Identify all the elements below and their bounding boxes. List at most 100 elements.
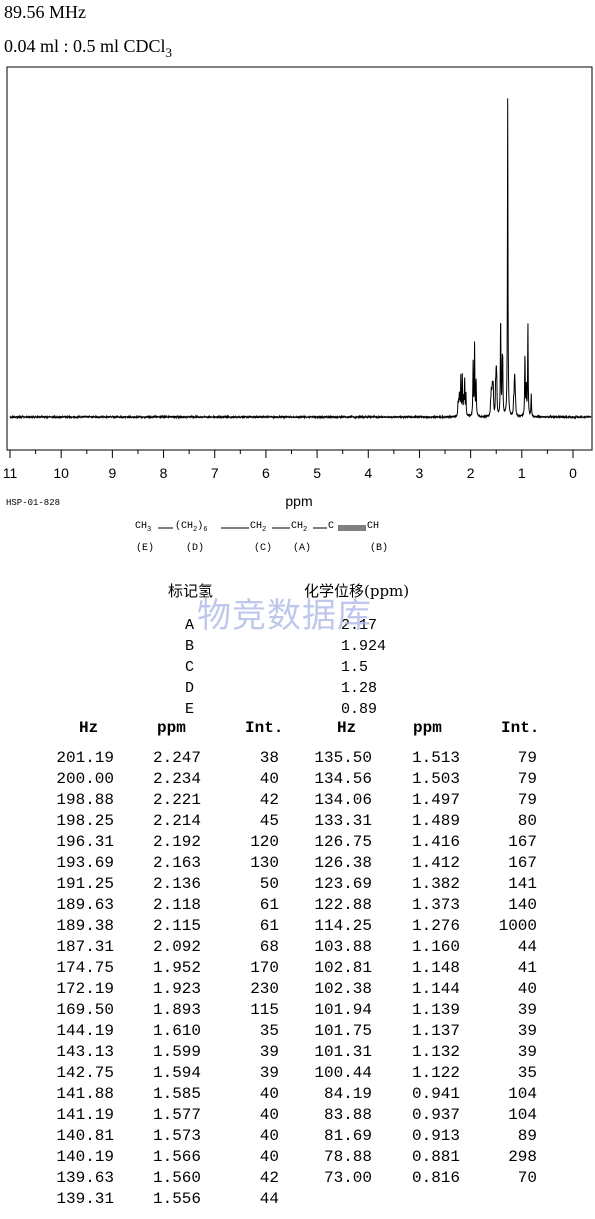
label-a: (A) <box>293 543 312 554</box>
peak-hz-cell: 103.88 <box>314 938 372 956</box>
peak-hz-cell: 101.31 <box>314 1043 372 1061</box>
x-tick-label-3: 3 <box>416 465 424 481</box>
peak-int-cell: 167 <box>508 854 537 872</box>
peak-hz-cell: 139.63 <box>56 1169 114 1187</box>
formula-ch2-a: CH2 <box>291 521 308 534</box>
assignment-label: D <box>185 680 195 697</box>
col-header-ppm-1: ppm <box>157 719 186 737</box>
peak-int-cell: 140 <box>508 896 537 914</box>
watermark: 物竞数据库 <box>197 596 372 636</box>
peak-hz-cell: 83.88 <box>323 1106 372 1124</box>
peak-int-cell: 68 <box>259 938 279 956</box>
peak-int-cell: 40 <box>517 980 537 998</box>
col-header-int-2: Int. <box>501 719 540 737</box>
peak-ppm-cell: 2.092 <box>152 938 201 956</box>
x-tick-label-11: 11 <box>3 465 18 481</box>
peak-int-cell: 39 <box>259 1064 279 1082</box>
label-b: (B) <box>370 543 389 554</box>
label-c: (C) <box>254 543 273 554</box>
x-tick-label-5: 5 <box>313 465 321 481</box>
assignment-shift: 1.924 <box>341 638 387 655</box>
peak-hz-cell: 140.19 <box>56 1148 114 1166</box>
peak-int-cell: 79 <box>517 770 537 788</box>
nmr-spectrum-chart: 11 10 9 8 7 6 5 4 3 2 1 0 ppm <box>3 66 593 509</box>
x-tick-label-0: 0 <box>569 465 577 481</box>
peak-ppm-cell: 1.412 <box>411 854 460 872</box>
peak-int-cell: 40 <box>259 770 279 788</box>
peak-hz-cell: 102.38 <box>314 980 372 998</box>
peak-ppm-cell: 1.566 <box>152 1148 201 1166</box>
peak-int-cell: 170 <box>250 959 279 977</box>
peak-hz-cell: 198.25 <box>56 812 114 830</box>
peak-int-cell: 35 <box>517 1064 537 1082</box>
peak-hz-cell: 143.13 <box>56 1043 114 1061</box>
peak-hz-cell: 169.50 <box>56 1001 114 1019</box>
peak-hz-cell: 123.69 <box>314 875 372 893</box>
col-header-hz-2: Hz <box>337 719 357 737</box>
peak-ppm-cell: 1.382 <box>411 875 460 893</box>
peak-ppm-cell: 2.192 <box>152 833 201 851</box>
peak-hz-cell: 101.94 <box>314 1001 372 1019</box>
peak-hz-cell: 191.25 <box>56 875 114 893</box>
peak-hz-cell: 133.31 <box>314 812 372 830</box>
peak-int-cell: 38 <box>259 749 279 767</box>
peak-ppm-cell: 1.373 <box>411 896 460 914</box>
label-e: (E) <box>136 543 155 554</box>
sample-subscript: 3 <box>165 45 173 60</box>
peak-int-cell: 230 <box>250 980 279 998</box>
peak-ppm-cell: 1.144 <box>411 980 460 998</box>
peak-int-cell: 80 <box>517 812 537 830</box>
peak-hz-cell: 140.81 <box>56 1127 114 1145</box>
x-tick-label-10: 10 <box>53 465 69 481</box>
peak-hz-cell: 135.50 <box>314 749 372 767</box>
peak-int-cell: 115 <box>250 1001 279 1019</box>
peak-ppm-cell: 0.937 <box>411 1106 460 1124</box>
spectrum-trace <box>9 98 592 420</box>
peak-hz-cell: 101.75 <box>314 1022 372 1040</box>
peak-hz-cell: 144.19 <box>56 1022 114 1040</box>
peak-ppm-cell: 1.594 <box>152 1064 201 1082</box>
peak-ppm-cell: 0.816 <box>411 1169 460 1187</box>
peak-hz-cell: 196.31 <box>56 833 114 851</box>
peak-hz-cell: 73.00 <box>323 1169 372 1187</box>
peak-ppm-cell: 1.610 <box>152 1022 201 1040</box>
peak-hz-cell: 198.88 <box>56 791 114 809</box>
x-tick-label-4: 4 <box>364 465 372 481</box>
peak-ppm-cell: 1.497 <box>411 791 460 809</box>
peak-hz-cell: 134.06 <box>314 791 372 809</box>
peak-int-cell: 45 <box>259 812 279 830</box>
peak-ppm-cell: 1.489 <box>411 812 460 830</box>
peak-int-cell: 120 <box>250 833 279 851</box>
x-tick-label-1: 1 <box>518 465 526 481</box>
peak-ppm-cell: 2.118 <box>152 896 201 914</box>
structure-bonds <box>158 525 366 531</box>
label-d: (D) <box>186 543 205 554</box>
peak-int-cell: 39 <box>259 1043 279 1061</box>
peak-int-cell: 40 <box>259 1127 279 1145</box>
peak-ppm-cell: 2.163 <box>152 854 201 872</box>
peak-hz-cell: 122.88 <box>314 896 372 914</box>
peak-ppm-cell: 2.234 <box>152 770 201 788</box>
assignment-header-shift: 化学位移(ppm) <box>304 582 410 600</box>
x-tick-label-2: 2 <box>467 465 475 481</box>
peak-hz-cell: 78.88 <box>323 1148 372 1166</box>
assignment-label: A <box>185 617 195 634</box>
peak-int-cell: 39 <box>517 1022 537 1040</box>
x-tick-label-7: 7 <box>211 465 219 481</box>
peak-hz-cell: 126.38 <box>314 854 372 872</box>
peak-hz-cell: 200.00 <box>56 770 114 788</box>
peak-int-cell: 141 <box>508 875 537 893</box>
formula-c: C <box>328 521 335 532</box>
peak-hz-cell: 84.19 <box>323 1085 372 1103</box>
peak-ppm-cell: 1.122 <box>411 1064 460 1082</box>
peak-hz-cell: 102.81 <box>314 959 372 977</box>
peak-int-cell: 39 <box>517 1043 537 1061</box>
peak-ppm-cell: 1.513 <box>411 749 460 767</box>
peak-int-cell: 50 <box>259 875 279 893</box>
peak-hz-cell: 201.19 <box>56 749 114 767</box>
peak-int-cell: 104 <box>508 1085 537 1103</box>
peak-ppm-cell: 1.137 <box>411 1022 460 1040</box>
peak-hz-cell: 114.25 <box>314 917 372 935</box>
peak-int-cell: 42 <box>259 791 279 809</box>
x-tick-label-9: 9 <box>108 465 116 481</box>
